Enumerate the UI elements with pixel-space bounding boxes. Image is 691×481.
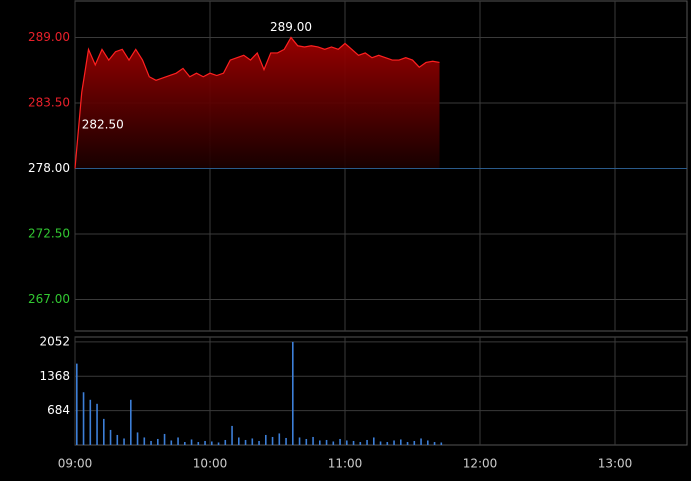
volume-bar [433, 441, 436, 445]
volume-bar [285, 437, 287, 445]
volume-bar [440, 442, 443, 445]
volume-bar [265, 434, 267, 445]
y-tick-label: 278.00 [28, 161, 70, 175]
y-tick-label: 2052 [39, 334, 70, 348]
price-area [75, 37, 440, 169]
volume-bar [89, 399, 92, 445]
volume-bar [271, 436, 274, 445]
annotation: 289.00 [270, 20, 312, 34]
volume-bar [400, 439, 402, 445]
y-tick-label: 283.50 [28, 95, 70, 109]
volume-bar [197, 441, 200, 445]
volume-bar [204, 440, 206, 445]
y-tick-label: 267.00 [28, 292, 70, 306]
volume-bar [352, 440, 355, 445]
y-tick-label: 684 [47, 403, 70, 417]
volume-bar [184, 441, 186, 445]
volume-bar [332, 441, 335, 445]
x-tick-label: 13:00 [598, 457, 633, 471]
volume-bar [292, 341, 294, 445]
panel-frame [74, 336, 688, 446]
volume-bar [258, 440, 260, 445]
volume-bar [150, 440, 152, 445]
volume-bar [211, 441, 213, 445]
volume-bar [251, 438, 254, 445]
volume-bar [298, 437, 301, 445]
volume-bar [278, 433, 281, 445]
volume-bar [319, 440, 321, 445]
volume-bar [177, 437, 179, 445]
y-tick-label: 289.00 [28, 30, 70, 44]
volume-bar [312, 436, 314, 445]
volume-bar [116, 434, 119, 445]
annotation: 282.50 [82, 117, 124, 131]
volume-bar [136, 432, 139, 445]
volume-bar [231, 425, 233, 445]
volume-bar [359, 441, 362, 445]
volume-bar [413, 440, 416, 445]
volume-bar [123, 438, 125, 445]
volume-bar [244, 439, 247, 445]
volume-bar [386, 441, 389, 445]
volume-bar [325, 439, 328, 445]
y-tick-label: 272.50 [28, 226, 70, 240]
volume-bar [238, 437, 240, 445]
volume-bar [190, 439, 193, 445]
volume-bar [224, 439, 227, 445]
volume-bar [339, 438, 341, 445]
volume-bar [143, 437, 146, 445]
volume-bar [163, 433, 166, 445]
volume-bar [82, 392, 85, 445]
volume-bar [76, 363, 78, 445]
volume-bar [373, 437, 375, 445]
x-tick-label: 10:00 [193, 457, 228, 471]
volume-bar [366, 439, 368, 445]
volume-bar [109, 429, 112, 445]
volume-bar [346, 440, 348, 445]
volume-bar [170, 440, 173, 445]
price-line [74, 36, 440, 169]
volume-bar [157, 438, 159, 445]
volume-bar [130, 399, 132, 445]
volume-bar [305, 438, 308, 445]
volume-bar [103, 418, 105, 445]
y-tick-label: 1368 [39, 369, 70, 383]
x-tick-label: 12:00 [463, 457, 498, 471]
volume-bar [393, 440, 395, 445]
volume-bar [406, 441, 409, 445]
x-tick-label: 09:00 [58, 457, 93, 471]
volume-bar [379, 441, 382, 445]
volume-bar [427, 440, 429, 445]
volume-bar [217, 442, 220, 445]
volume-bar [96, 403, 98, 445]
x-tick-label: 11:00 [328, 457, 363, 471]
volume-bar [420, 438, 422, 445]
